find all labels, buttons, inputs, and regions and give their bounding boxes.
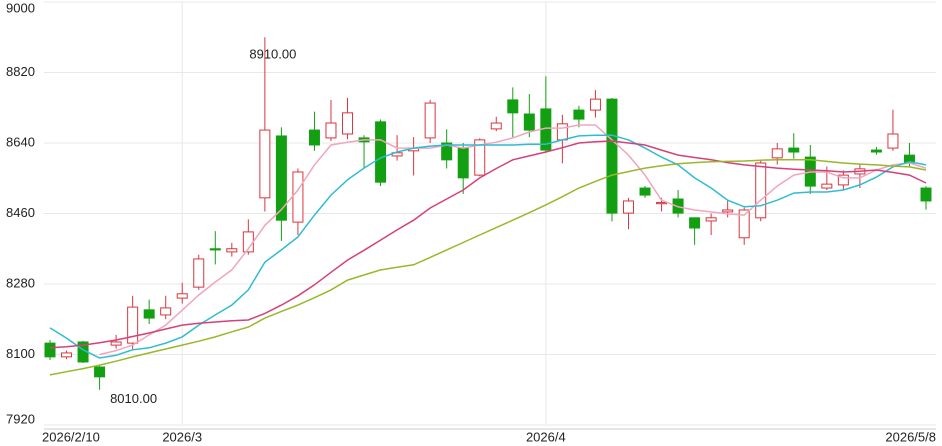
candle-body [573, 109, 585, 120]
candle-body [639, 187, 651, 196]
candle-body [193, 258, 205, 288]
ma-line [49, 134, 927, 359]
candle-body [689, 217, 701, 229]
ma-line [99, 124, 927, 356]
y-tick-label: 8820 [6, 64, 35, 79]
y-tick-label: 9000 [6, 0, 35, 15]
max-label: 8910.00 [249, 47, 296, 62]
candle-body [61, 352, 73, 358]
candle-body [656, 202, 668, 205]
candle-body [259, 129, 271, 199]
candle-body [342, 112, 354, 135]
candle-body [606, 98, 618, 214]
candle-body [160, 307, 172, 316]
candle-body [556, 123, 568, 141]
candle-body [308, 129, 320, 146]
y-tick-label: 8460 [6, 205, 35, 220]
candle-body [127, 306, 139, 344]
candle-body [821, 183, 833, 189]
candle-body [226, 248, 238, 253]
candle-body [738, 209, 750, 239]
candle-body [870, 149, 882, 153]
candle-body [622, 200, 634, 214]
candle-body [837, 174, 849, 186]
candle-body [457, 147, 469, 179]
x-tick-label: 2026/2/10 [42, 429, 100, 444]
x-tick-label: 2026/5/8 [885, 429, 936, 444]
x-tick-label: 2026/3 [162, 429, 202, 444]
candle-body [292, 171, 304, 223]
candle-body [920, 187, 932, 202]
candle-body [176, 293, 188, 299]
candle-body [94, 366, 106, 378]
candle-body [275, 135, 287, 221]
candle-body [523, 113, 535, 131]
y-tick-label: 7920 [6, 411, 35, 426]
ma-line [49, 140, 927, 349]
y-tick-label: 8640 [6, 134, 35, 149]
candle-body [788, 147, 800, 153]
candle-body [755, 162, 767, 219]
candle-body [110, 341, 122, 346]
candle-body [490, 122, 502, 130]
candle-body [375, 121, 387, 183]
y-tick-label: 8100 [6, 346, 35, 361]
candle-body [441, 142, 453, 161]
candle-body [705, 217, 717, 222]
candle-body [209, 248, 221, 251]
candle-body [589, 98, 601, 111]
x-tick-label: 2026/4 [526, 429, 566, 444]
candle-body [143, 309, 155, 319]
ma-line [49, 159, 927, 376]
candle-body [44, 342, 56, 358]
candle-body [887, 133, 899, 149]
candle-body [722, 209, 734, 213]
candle-body [325, 122, 337, 139]
min-label: 8010.00 [110, 391, 157, 406]
candle-body [771, 148, 783, 159]
candle-body [474, 139, 486, 176]
candle-body [424, 102, 436, 139]
y-tick-label: 8280 [6, 275, 35, 290]
candle-body [507, 99, 519, 114]
